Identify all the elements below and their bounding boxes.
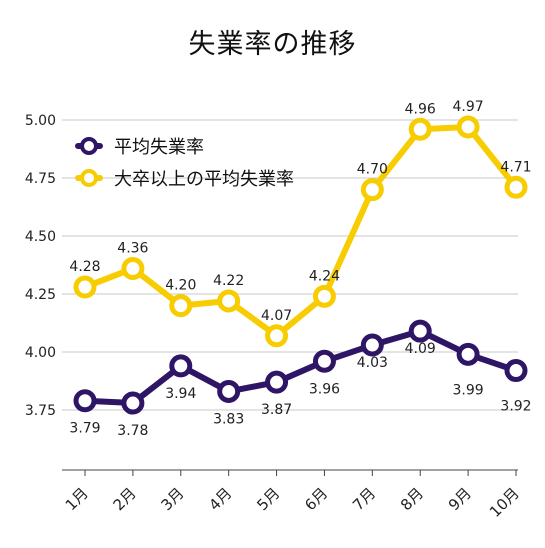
data-point (169, 354, 193, 378)
x-tick-label: 3月 (158, 484, 188, 514)
y-tick-label: 4.50 (25, 229, 56, 245)
x-tick-label: 9月 (445, 484, 475, 514)
data-label: 4.20 (165, 278, 196, 294)
data-label: 3.87 (261, 402, 292, 418)
y-tick-label: 3.75 (25, 403, 56, 419)
y-tick-label: 4.75 (25, 171, 56, 187)
data-point (217, 379, 241, 403)
data-point (360, 178, 384, 202)
x-tick-label: 7月 (349, 484, 379, 514)
data-point (456, 115, 480, 139)
data-point (121, 256, 145, 280)
data-label: 4.03 (357, 355, 388, 371)
data-labels: 3.79 3.78 3.94 3.83 3.87 3.96 4.03 4.09 3.99 3.92… (69, 99, 531, 439)
data-label: 4.22 (213, 273, 244, 289)
x-tick-label: 10月 (486, 484, 523, 521)
y-tick-label: 4.00 (25, 345, 56, 361)
x-tick-label: 6月 (301, 484, 331, 514)
data-label: 3.96 (309, 381, 340, 397)
data-label: 3.94 (165, 386, 196, 402)
data-label: 4.71 (500, 159, 531, 175)
series-line (82, 123, 519, 339)
data-label: 4.28 (69, 259, 100, 275)
data-point (312, 284, 336, 308)
y-axis: 3.75 4.00 4.25 4.50 4.75 5.00 (25, 113, 56, 419)
data-point (121, 391, 145, 415)
data-point (360, 333, 384, 357)
data-point (73, 389, 97, 413)
data-point (217, 289, 241, 313)
series-line (82, 328, 519, 407)
y-tick-label: 4.25 (25, 287, 56, 303)
data-point (504, 359, 528, 383)
data-point (456, 342, 480, 366)
data-label: 4.70 (357, 162, 388, 178)
data-label: 4.97 (453, 99, 484, 115)
x-tick-label: 1月 (62, 484, 92, 514)
data-label: 3.78 (117, 423, 148, 439)
data-point (265, 324, 289, 348)
data-label: 3.99 (453, 382, 484, 398)
series-layer (73, 115, 528, 415)
data-label: 4.07 (261, 308, 292, 324)
data-point (504, 175, 528, 199)
x-tick-label: 5月 (253, 484, 283, 514)
x-tick-label: 2月 (110, 484, 140, 514)
legend-label: 平均失業率 (114, 137, 204, 158)
x-axis: 1月 2月 3月 4月 5月 6月 7月 8月 9月 10月 (62, 469, 523, 521)
data-point (408, 319, 432, 343)
data-label: 3.92 (500, 399, 531, 415)
legend-label: 大卒以上の平均失業率 (114, 169, 294, 190)
legend-swatch-marker (80, 137, 98, 155)
data-point (265, 370, 289, 394)
data-label: 4.96 (405, 101, 436, 117)
data-point (73, 275, 97, 299)
data-label: 3.79 (69, 421, 100, 437)
data-label: 4.36 (117, 240, 148, 256)
data-point (312, 349, 336, 373)
chart-title: 失業率の推移 (188, 29, 357, 60)
data-label: 4.24 (309, 268, 340, 284)
data-label: 4.09 (405, 341, 436, 357)
data-point (169, 294, 193, 318)
y-tick-label: 5.00 (25, 113, 56, 129)
legend-swatch-marker (80, 169, 98, 187)
x-tick-label: 8月 (397, 484, 427, 514)
data-point (408, 117, 432, 141)
data-label: 3.83 (213, 411, 244, 427)
x-tick-label: 4月 (205, 484, 235, 514)
